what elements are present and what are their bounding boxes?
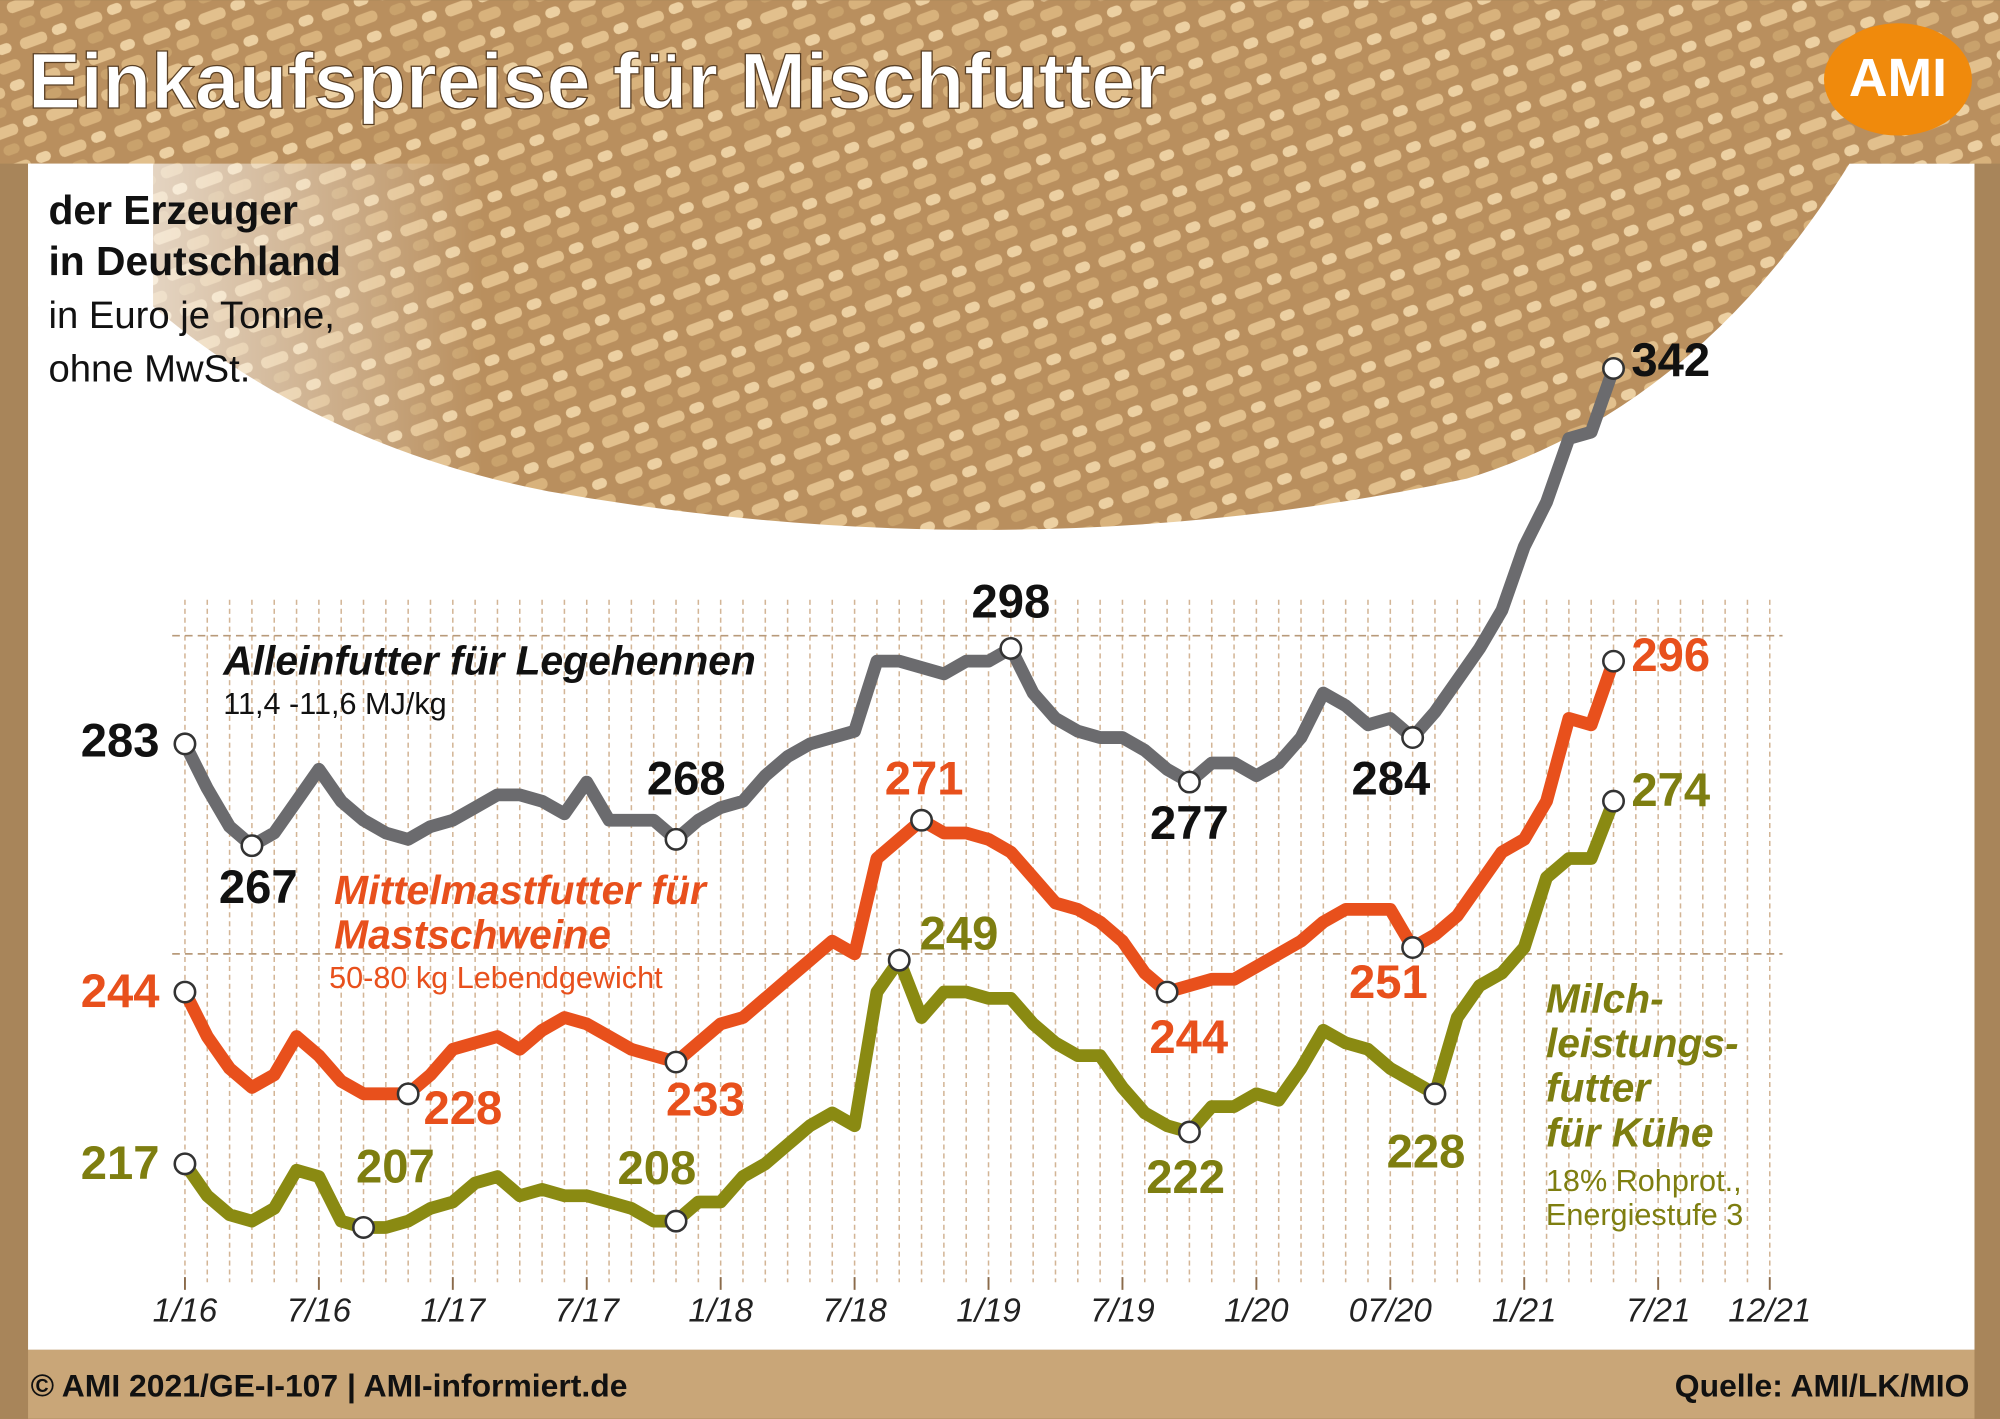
- point-marker: [664, 827, 688, 851]
- footer-bar: [28, 1349, 1975, 1419]
- x-tick-label: 1/19: [956, 1293, 1021, 1330]
- point-marker: [1401, 936, 1425, 959]
- series-name: futter: [1546, 1065, 1652, 1111]
- data-label: 271: [885, 752, 964, 805]
- point-marker: [1401, 726, 1425, 750]
- footer-right: Quelle: AMI/LK/MIO: [1675, 1367, 1970, 1403]
- logo: [1823, 23, 1972, 136]
- data-label: 274: [1631, 764, 1710, 817]
- subtitle: ohne MwSt.: [48, 348, 250, 391]
- x-tick-label: 1/16: [153, 1293, 218, 1330]
- point-marker: [1177, 770, 1201, 794]
- point-marker: [396, 1082, 420, 1106]
- x-tick-label: 1/20: [1224, 1293, 1289, 1330]
- data-label: 208: [618, 1142, 697, 1195]
- x-tick-label: 7/19: [1090, 1293, 1155, 1330]
- data-label: 283: [81, 714, 160, 767]
- footer-left: © AMI 2021/GE-I-107 | AMI-informiert.de: [31, 1367, 628, 1403]
- point-marker: [240, 834, 264, 858]
- x-tick-label: 7/18: [822, 1293, 887, 1330]
- series-note: 18% Rohprot.,: [1546, 1164, 1742, 1198]
- data-label: 228: [1387, 1126, 1466, 1179]
- photo-fade: [28, 163, 1850, 530]
- point-marker: [1155, 980, 1179, 1004]
- point-marker: [352, 1216, 375, 1239]
- series-name: Mastschweine: [334, 912, 611, 958]
- point-marker: [1423, 1082, 1447, 1106]
- series-line: [178, 654, 1620, 1101]
- title: Einkaufspreise für Mischfutter: [28, 36, 1166, 125]
- point-marker: [1602, 649, 1625, 673]
- series-name: Mittelmastfutter für: [334, 867, 708, 913]
- data-label: 277: [1150, 797, 1229, 850]
- data-label: 244: [81, 965, 160, 1018]
- x-tick-label: 7/21: [1626, 1293, 1691, 1330]
- point-marker: [664, 1209, 688, 1233]
- x-tick-label: 1/18: [688, 1293, 753, 1330]
- data-label: 298: [971, 576, 1050, 629]
- subtitle: der Erzeuger: [48, 187, 298, 233]
- marks: 283 267 268 298 277 284 342 Alleinfutter für Le…: [81, 334, 1743, 1239]
- data-label: 249: [920, 908, 999, 961]
- series-note: 50-80 kg Lebendgewicht: [329, 961, 663, 995]
- data-label: 217: [81, 1137, 160, 1190]
- series-name: leistungs-: [1546, 1020, 1739, 1066]
- data-label: 284: [1352, 753, 1431, 806]
- data-label: 268: [647, 752, 726, 805]
- x-tick-label: 07/20: [1349, 1293, 1433, 1330]
- point-marker: [887, 948, 911, 972]
- point-marker: [664, 1050, 688, 1074]
- point-marker: [999, 636, 1023, 660]
- point-marker: [1602, 789, 1625, 813]
- point-marker: [1177, 1120, 1201, 1144]
- data-label: 251: [1349, 956, 1428, 1009]
- series-line: [178, 362, 1620, 853]
- data-label: 222: [1146, 1151, 1225, 1204]
- data-label: 233: [666, 1073, 745, 1126]
- point-marker: [1602, 356, 1625, 380]
- series-note: Energiestufe 3: [1546, 1198, 1743, 1232]
- point-marker: [173, 980, 197, 1004]
- data-label: 342: [1631, 334, 1710, 387]
- x-tick-label: 1/21: [1492, 1293, 1557, 1330]
- series-name: für Kühe: [1546, 1109, 1714, 1155]
- subtitle: in Deutschland: [48, 238, 340, 284]
- point-marker: [910, 808, 934, 832]
- point-marker: [173, 732, 197, 756]
- point-marker: [173, 1152, 197, 1176]
- x-tick-label: 12/21: [1728, 1293, 1811, 1330]
- x-tick-label: 7/17: [554, 1293, 620, 1330]
- series-name: Milch-: [1546, 975, 1664, 1021]
- series-note: 11,4 -11,6 MJ/kg: [223, 687, 446, 721]
- subtitle: in Euro je Tonne,: [48, 294, 334, 337]
- data-label: 267: [219, 861, 298, 914]
- data-label: 244: [1149, 1011, 1228, 1064]
- series-name: Alleinfutter für Legehennen: [222, 637, 756, 683]
- x-tick-label: 1/17: [421, 1293, 487, 1330]
- data-label: 228: [423, 1082, 502, 1135]
- x-tick-label: 7/16: [287, 1293, 352, 1330]
- logo-text: AMI: [1849, 49, 1947, 108]
- data-label: 296: [1631, 629, 1710, 682]
- data-label: 207: [356, 1141, 435, 1194]
